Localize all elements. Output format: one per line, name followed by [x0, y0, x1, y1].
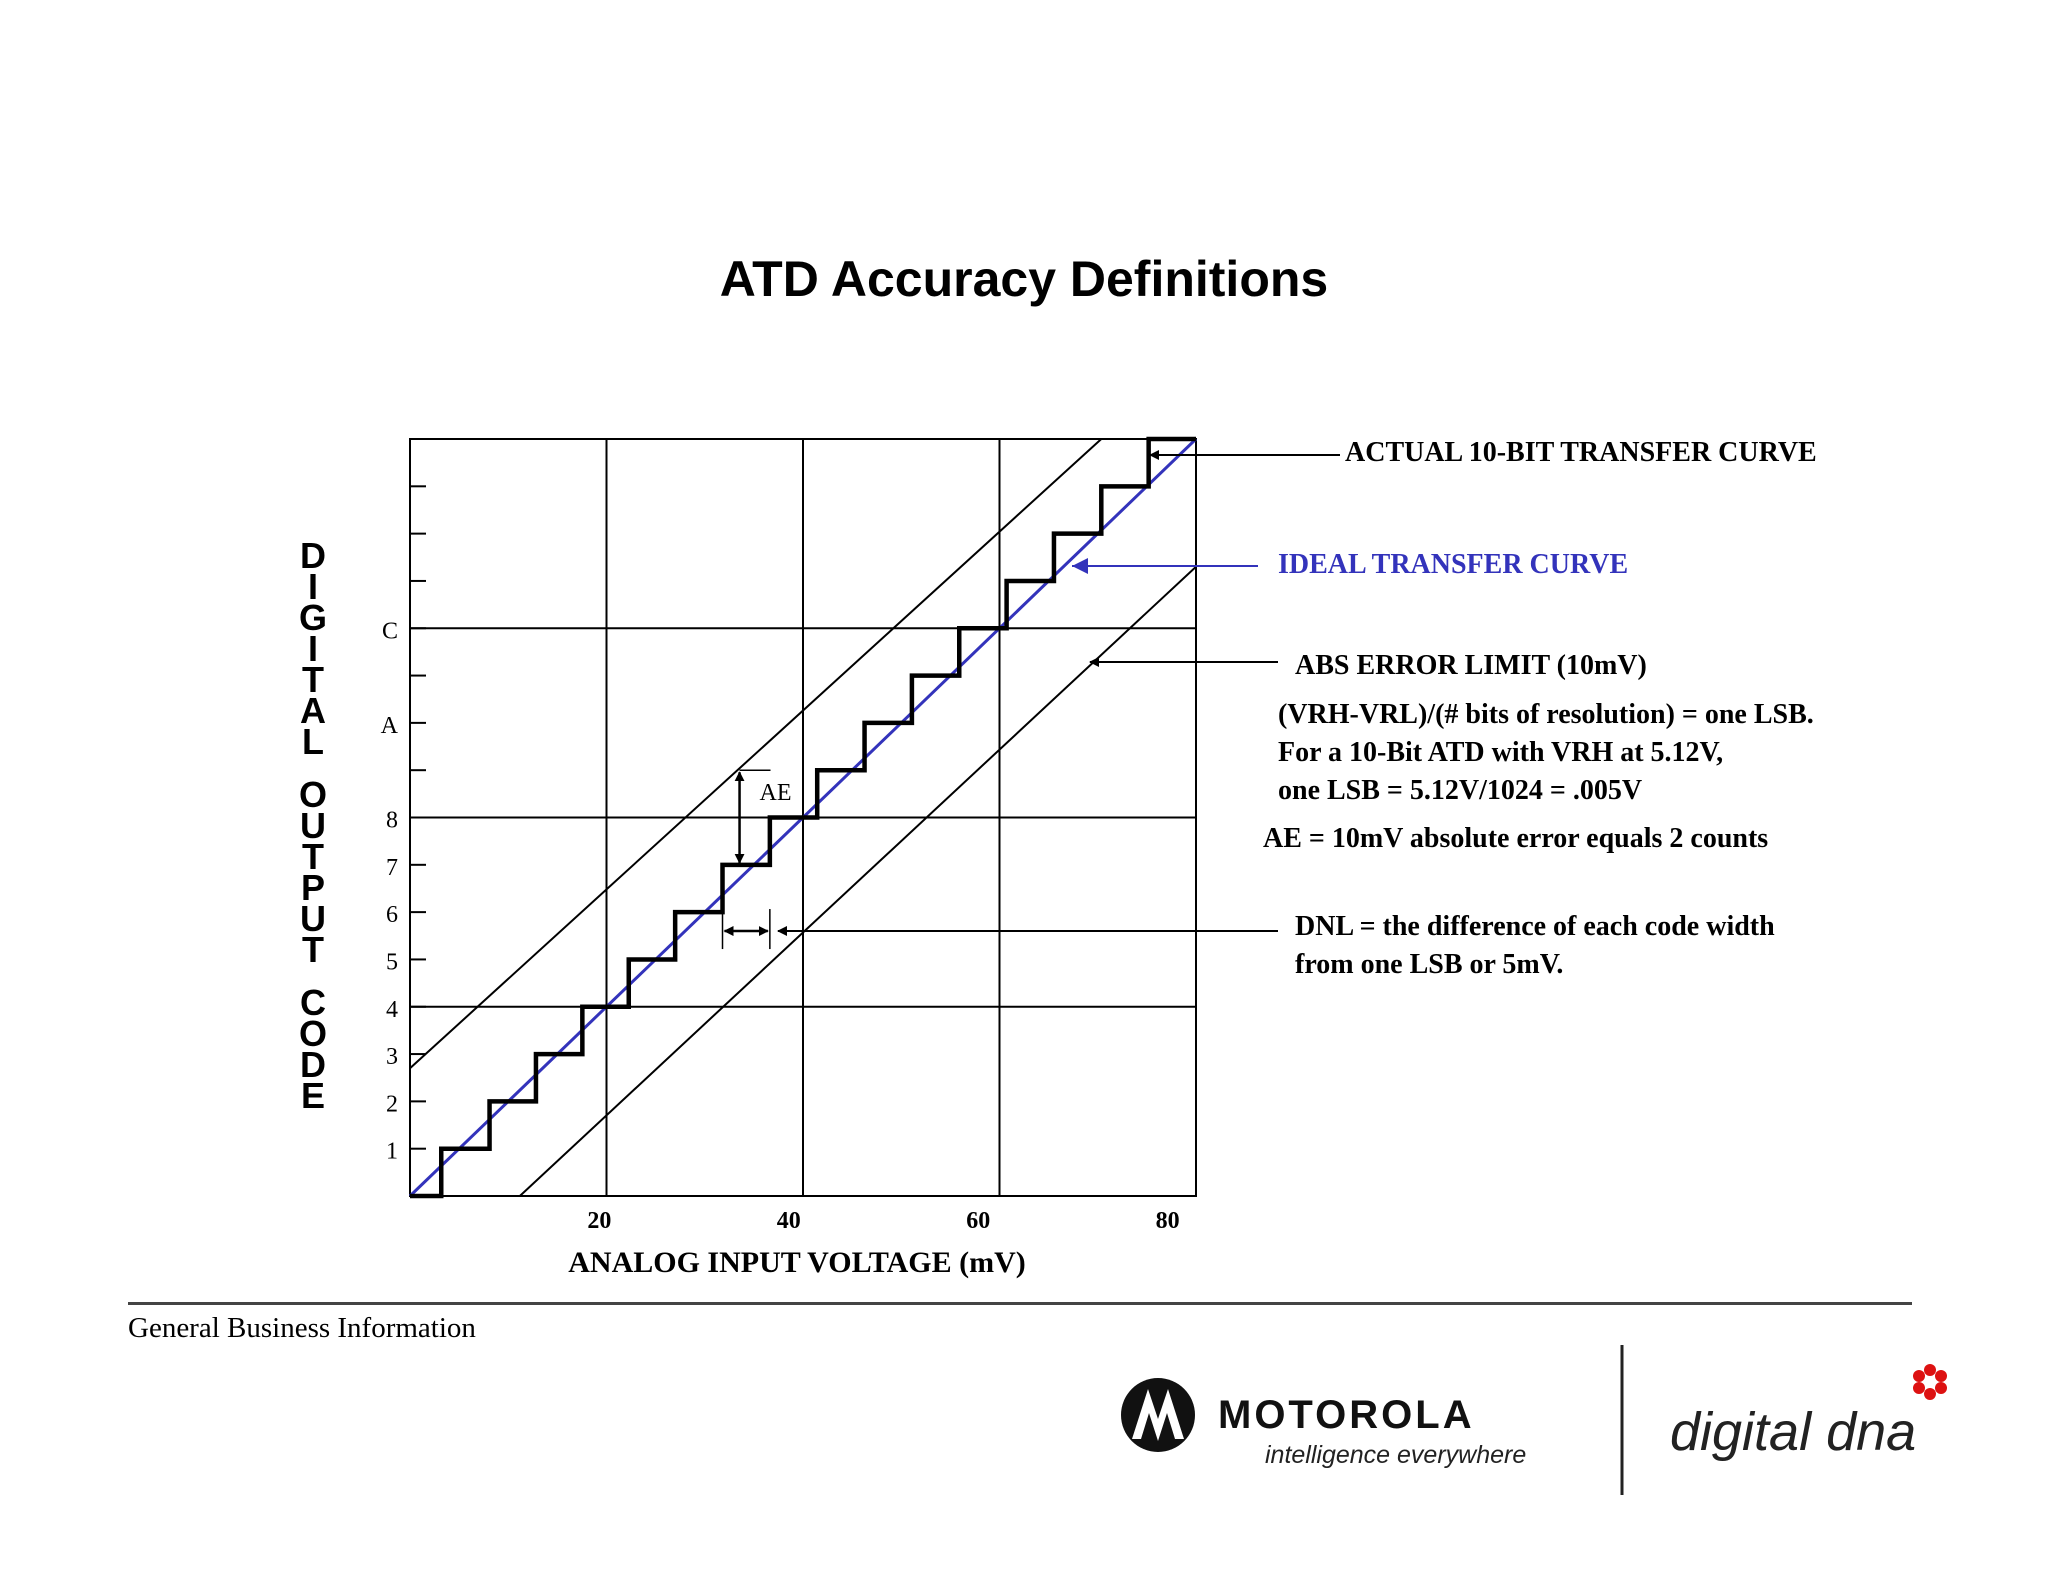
- digital-dna-wordmark: digital dna: [1670, 1402, 1916, 1462]
- y-axis-label-char: T: [302, 929, 324, 970]
- y-tick-label: 5: [386, 949, 398, 975]
- y-axis-label-char: C: [300, 982, 326, 1023]
- label-dnl-line1: DNL = the difference of each code width: [1295, 911, 1775, 942]
- y-axis-label-char: A: [300, 690, 326, 731]
- y-axis-label-char: G: [298, 597, 327, 638]
- label-abs-error: ABS ERROR LIMIT (10mV): [1295, 650, 1647, 681]
- abs-error-upper-line: [410, 439, 1102, 1069]
- y-axis-label-char: U: [300, 805, 326, 846]
- ae-label: AE: [760, 780, 792, 806]
- x-tick-label: 20: [587, 1208, 611, 1234]
- y-tick-label: 6: [386, 902, 398, 928]
- y-tick-label: 2: [386, 1091, 398, 1117]
- y-tick-label: 8: [386, 808, 398, 834]
- abs-error-lower-line: [519, 566, 1196, 1196]
- y-tick-label: 4: [386, 997, 398, 1023]
- y-tick-label: 7: [386, 855, 398, 881]
- y-tick-label: A: [381, 713, 399, 739]
- y-axis-label-char: U: [300, 898, 326, 939]
- label-ae-definition: AE = 10mV absolute error equals 2 counts: [1263, 823, 1769, 854]
- label-lsb-line2: For a 10-Bit ATD with VRH at 5.12V,: [1278, 737, 1724, 768]
- page-title: ATD Accuracy Definitions: [719, 251, 1329, 307]
- motorola-wordmark: MOTOROLA: [1218, 1393, 1475, 1437]
- y-axis-label-char: T: [302, 836, 324, 877]
- footer-text: General Business Information: [128, 1312, 476, 1344]
- y-axis-label-char: D: [300, 1044, 326, 1085]
- y-axis-label-char: I: [307, 566, 318, 607]
- y-tick-label: 1: [386, 1139, 398, 1165]
- label-dnl-line2: from one LSB or 5mV.: [1295, 949, 1564, 980]
- label-actual-curve: ACTUAL 10-BIT TRANSFER CURVE: [1345, 437, 1817, 468]
- chart: 1 2 3 4 5 6 7 8 A C 20 40 60 80 ANALOG INPUT VOLTAGE (…: [381, 436, 1340, 1279]
- y-tick-label: 3: [386, 1044, 398, 1070]
- motorola-tagline: intelligence everywhere: [1265, 1441, 1526, 1469]
- dna-asterisk-icon: [1913, 1364, 1947, 1400]
- y-tick-label: C: [382, 618, 398, 644]
- x-tick-label: 40: [777, 1208, 801, 1234]
- footer-logos: MOTOROLA intelligence everywhere digital…: [1110, 1335, 1960, 1495]
- y-axis-label-char: E: [300, 1075, 325, 1116]
- ideal-callout-arrowhead: [1072, 558, 1088, 574]
- y-axis-label-char: O: [298, 1013, 327, 1054]
- y-axis-label-char: O: [298, 774, 327, 815]
- y-axis-label-char: P: [300, 867, 325, 908]
- label-lsb-line1: (VRH-VRL)/(# bits of resolution) = one L…: [1278, 699, 1814, 730]
- actual-transfer-staircase: [410, 436, 1196, 1199]
- x-tick-label: 80: [1156, 1208, 1180, 1234]
- x-axis-label: ANALOG INPUT VOLTAGE (mV): [568, 1246, 1026, 1279]
- y-axis-label-char: I: [307, 628, 318, 669]
- footer-divider: [128, 1302, 1912, 1305]
- motorola-logo: MOTOROLA intelligence everywhere digital…: [1121, 1345, 1947, 1495]
- label-lsb-line3: one LSB = 5.12V/1024 = .005V: [1278, 775, 1643, 806]
- y-axis-label-char: D: [300, 535, 326, 576]
- label-ideal-curve: IDEAL TRANSFER CURVE: [1278, 549, 1629, 580]
- x-tick-label: 60: [966, 1208, 990, 1234]
- y-axis-label-char: L: [302, 721, 324, 762]
- y-axis-label-char: T: [302, 659, 324, 700]
